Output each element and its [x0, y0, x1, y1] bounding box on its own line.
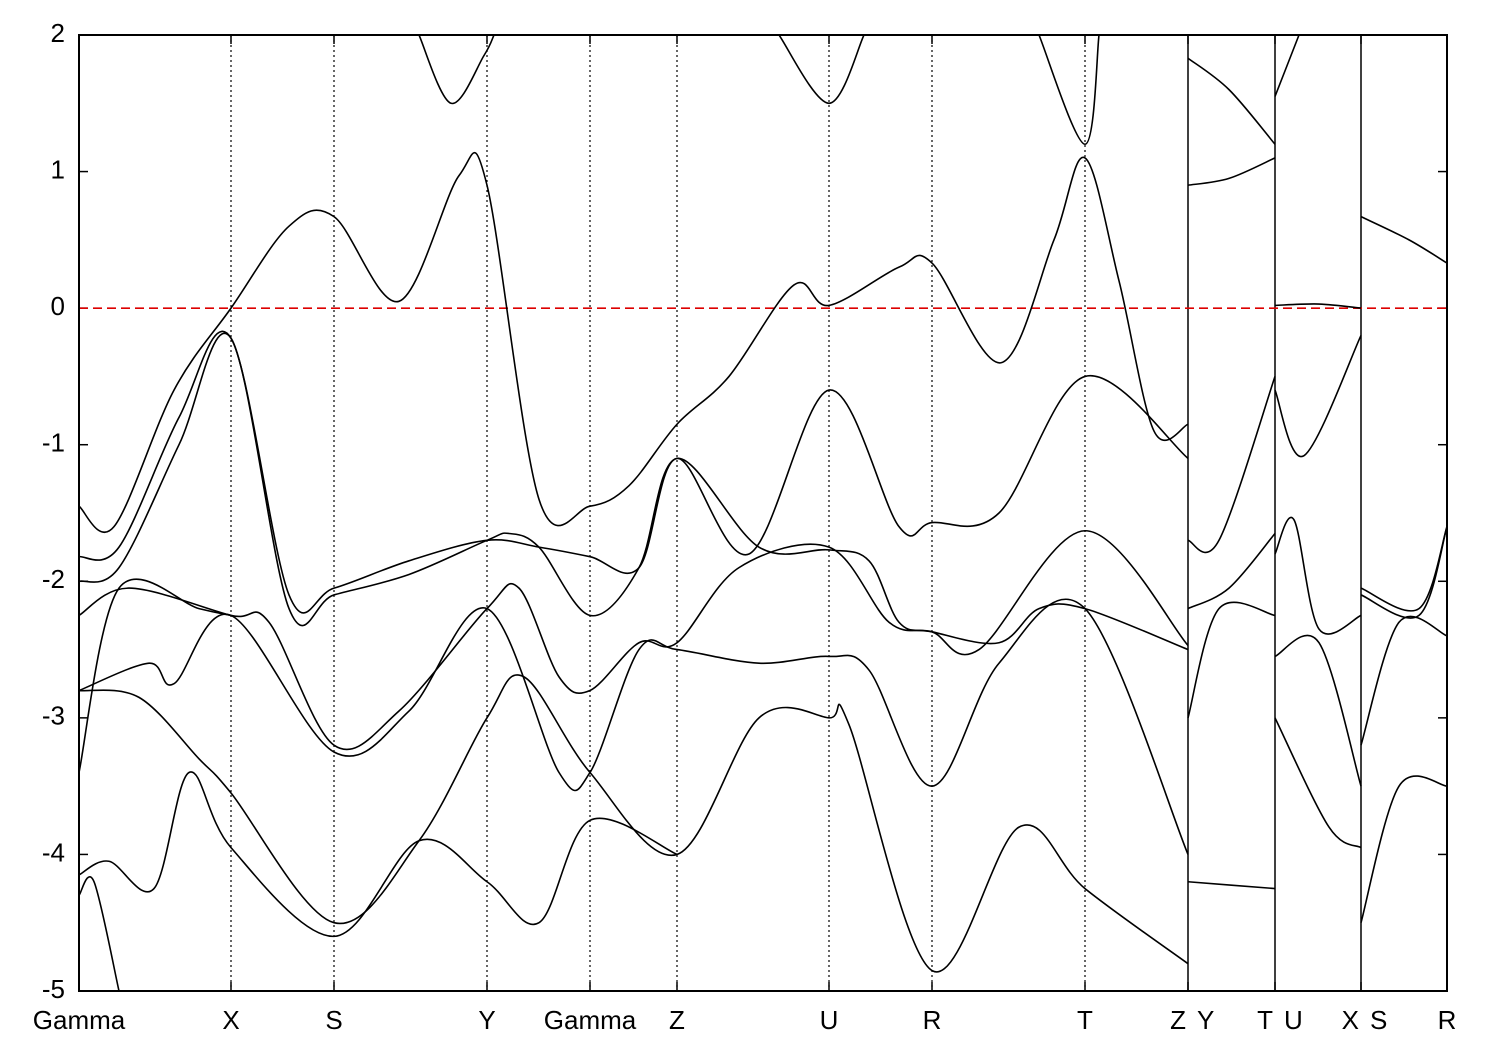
plot-frame: [78, 34, 1448, 992]
x-tick-label: Z: [669, 1005, 685, 1035]
band-line: [79, 332, 1447, 651]
x-tick-label: X: [1342, 1005, 1359, 1035]
y-tick-label: 1: [51, 154, 65, 184]
x-tick-label: Gamma: [33, 1005, 126, 1035]
y-tick-label: 2: [51, 18, 65, 48]
band-line: [79, 674, 1189, 973]
y-tick-label: -2: [42, 564, 65, 594]
band-line: [79, 876, 120, 991]
x-tick-label: S: [1370, 1005, 1387, 1035]
x-tick-label: T: [1077, 1005, 1093, 1035]
x-tick-label: R: [923, 1005, 942, 1035]
band-line: [79, 151, 1447, 534]
x-tick-label: Z: [1170, 1005, 1186, 1035]
x-tick-label: U: [1284, 1005, 1303, 1035]
x-tick-label: U: [820, 1005, 839, 1035]
band-line: [418, 35, 495, 105]
band-line: [79, 330, 1447, 614]
band-line: [1187, 35, 1300, 145]
band-line: [79, 578, 232, 773]
x-tick-label: S: [325, 1005, 342, 1035]
band-line: [79, 598, 1447, 923]
x-tick-label: Gamma: [544, 1005, 637, 1035]
y-tick-label: -1: [42, 428, 65, 458]
x-tick-label: Y: [1197, 1005, 1214, 1035]
y-tick-label: -5: [42, 974, 65, 1004]
band-line: [778, 35, 865, 105]
x-tick-label: T: [1257, 1005, 1273, 1035]
x-tick-label: Y: [478, 1005, 495, 1035]
x-tick-label: R: [1438, 1005, 1457, 1035]
band-line: [1038, 35, 1100, 146]
y-tick-label: -3: [42, 701, 65, 731]
x-tick-label: X: [222, 1005, 239, 1035]
band-line: [79, 529, 1447, 787]
y-tick-label: 0: [51, 291, 65, 321]
y-tick-label: -4: [42, 837, 65, 867]
band-line: [79, 771, 1276, 938]
